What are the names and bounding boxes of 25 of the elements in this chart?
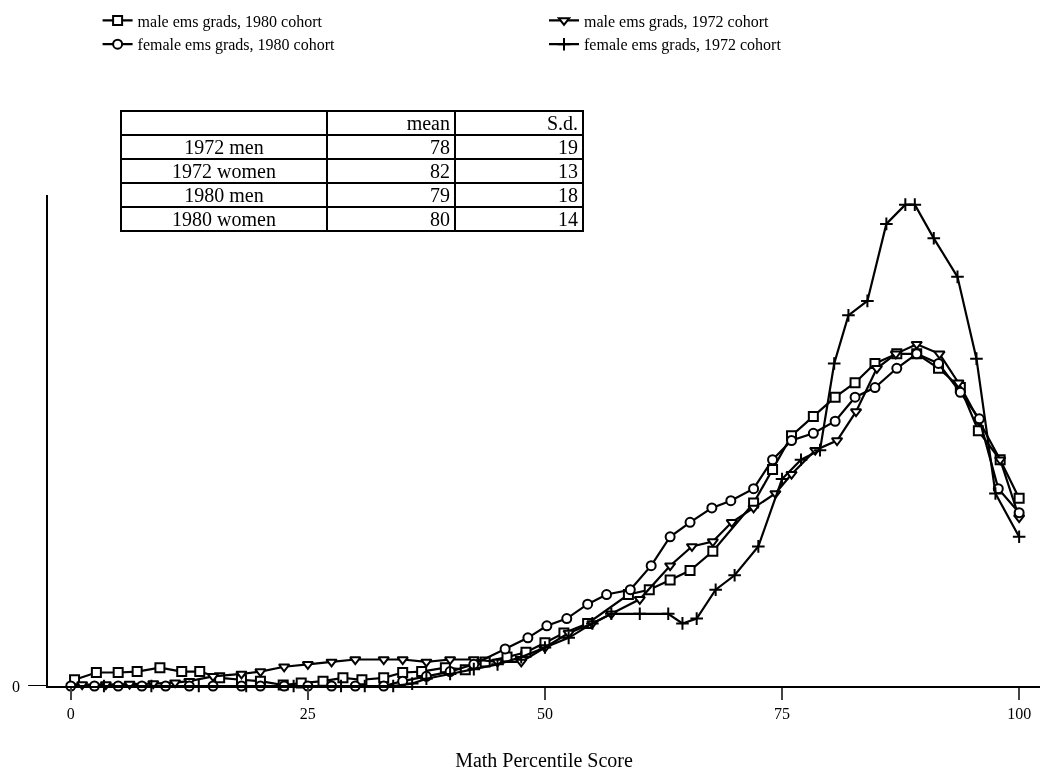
annotation: 80 (327, 207, 455, 231)
text: 1972 men (121, 135, 327, 159)
legend-label: male ems grads, 1972 cohort (584, 12, 769, 31)
x-tick-label: 0 (66, 705, 75, 723)
legend-label: male ems grads, 1980 cohort (137, 12, 323, 31)
annotation: 1980 men (121, 183, 327, 207)
text: 82 (327, 159, 455, 183)
text: mean (327, 111, 455, 135)
text: S.d. (455, 111, 583, 135)
text: 13 (455, 159, 583, 183)
x-axis-title: Math Percentile Score (455, 749, 633, 772)
annotation: 18 (455, 183, 583, 207)
x-tick-label: 50 (536, 705, 553, 723)
text: 1972 women (121, 159, 327, 183)
x-tick-label: 100 (1007, 705, 1032, 723)
legend-label: female ems grads, 1972 cohort (584, 36, 782, 55)
annotation: 79 (327, 183, 455, 207)
x-tick-label: 25 (299, 705, 316, 723)
annotation: 1980 women (121, 207, 327, 231)
legend-label: female ems grads, 1980 cohort (137, 36, 335, 55)
x-tick-label: 75 (774, 705, 791, 723)
text: 19 (455, 135, 583, 159)
text: 0 (12, 678, 20, 695)
annotation: 14 (455, 207, 583, 231)
text: 78 (327, 135, 455, 159)
